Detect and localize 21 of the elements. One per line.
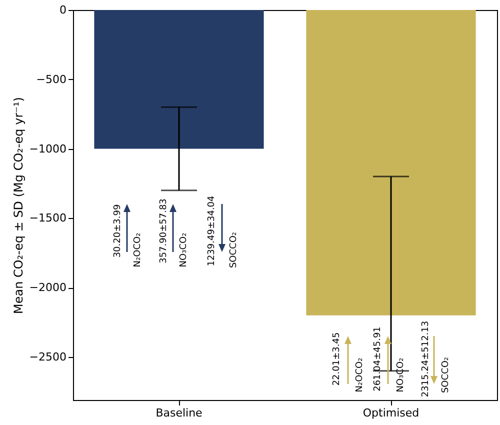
- y-tick-label: −1500: [29, 212, 66, 225]
- annotation: 22.01±3.45: [332, 332, 342, 386]
- annotation: N₂OCO₂: [133, 232, 143, 268]
- annotation: SOCCO₂: [441, 356, 451, 394]
- annotation: 2315.24±512.13: [421, 320, 431, 398]
- annotation: 261.04±45.91: [373, 326, 383, 392]
- annotation: NO₃CO₂: [179, 232, 189, 268]
- annotation: NO₃CO₂: [396, 357, 406, 392]
- y-tick-label: −1000: [29, 142, 66, 156]
- y-tick-label: 0: [60, 4, 66, 16]
- y-tick-label: −2000: [29, 281, 66, 294]
- y-axis-title: Mean CO₂-eq ± SD (Mg CO₂-eq yr⁻¹): [11, 97, 26, 314]
- annotation: 1239.49±34.04: [207, 195, 217, 266]
- annotation: 30.20±3.99: [113, 204, 123, 258]
- y-tick-label: −500: [36, 72, 66, 86]
- annotation: 357.90±57.83: [159, 198, 169, 264]
- x-tick-label: Optimised: [362, 406, 420, 420]
- annotation: SOCCO₂: [229, 232, 239, 268]
- annotation: N₂OCO₂: [355, 357, 365, 392]
- y-tick-label: −2500: [29, 350, 66, 364]
- x-tick-label: Baseline: [156, 406, 203, 420]
